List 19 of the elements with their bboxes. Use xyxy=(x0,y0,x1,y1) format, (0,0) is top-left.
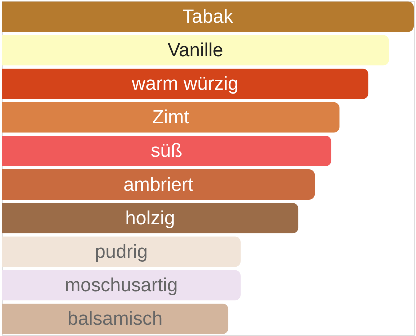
y-tick-label: warm würzig xyxy=(131,74,239,96)
bar xyxy=(2,2,414,32)
y-tick-label: Zimt xyxy=(152,108,190,129)
bar xyxy=(2,102,340,133)
y-tick-label: balsamisch xyxy=(68,309,163,330)
y-tick-label: süß xyxy=(150,141,183,162)
y-tick-label: holzig xyxy=(125,208,176,230)
y-tick-label: pudrig xyxy=(95,242,148,263)
bar xyxy=(2,203,299,234)
bar xyxy=(2,304,229,334)
bar xyxy=(2,136,332,166)
y-tick-label: Tabak xyxy=(182,6,234,28)
y-tick-label: Vanille xyxy=(168,40,224,62)
bar xyxy=(2,68,369,100)
bar xyxy=(2,170,316,200)
bar xyxy=(2,35,390,66)
y-tick-label: ambriert xyxy=(124,174,194,196)
y-tick-label: moschusartig xyxy=(64,275,178,296)
bar xyxy=(2,236,241,268)
